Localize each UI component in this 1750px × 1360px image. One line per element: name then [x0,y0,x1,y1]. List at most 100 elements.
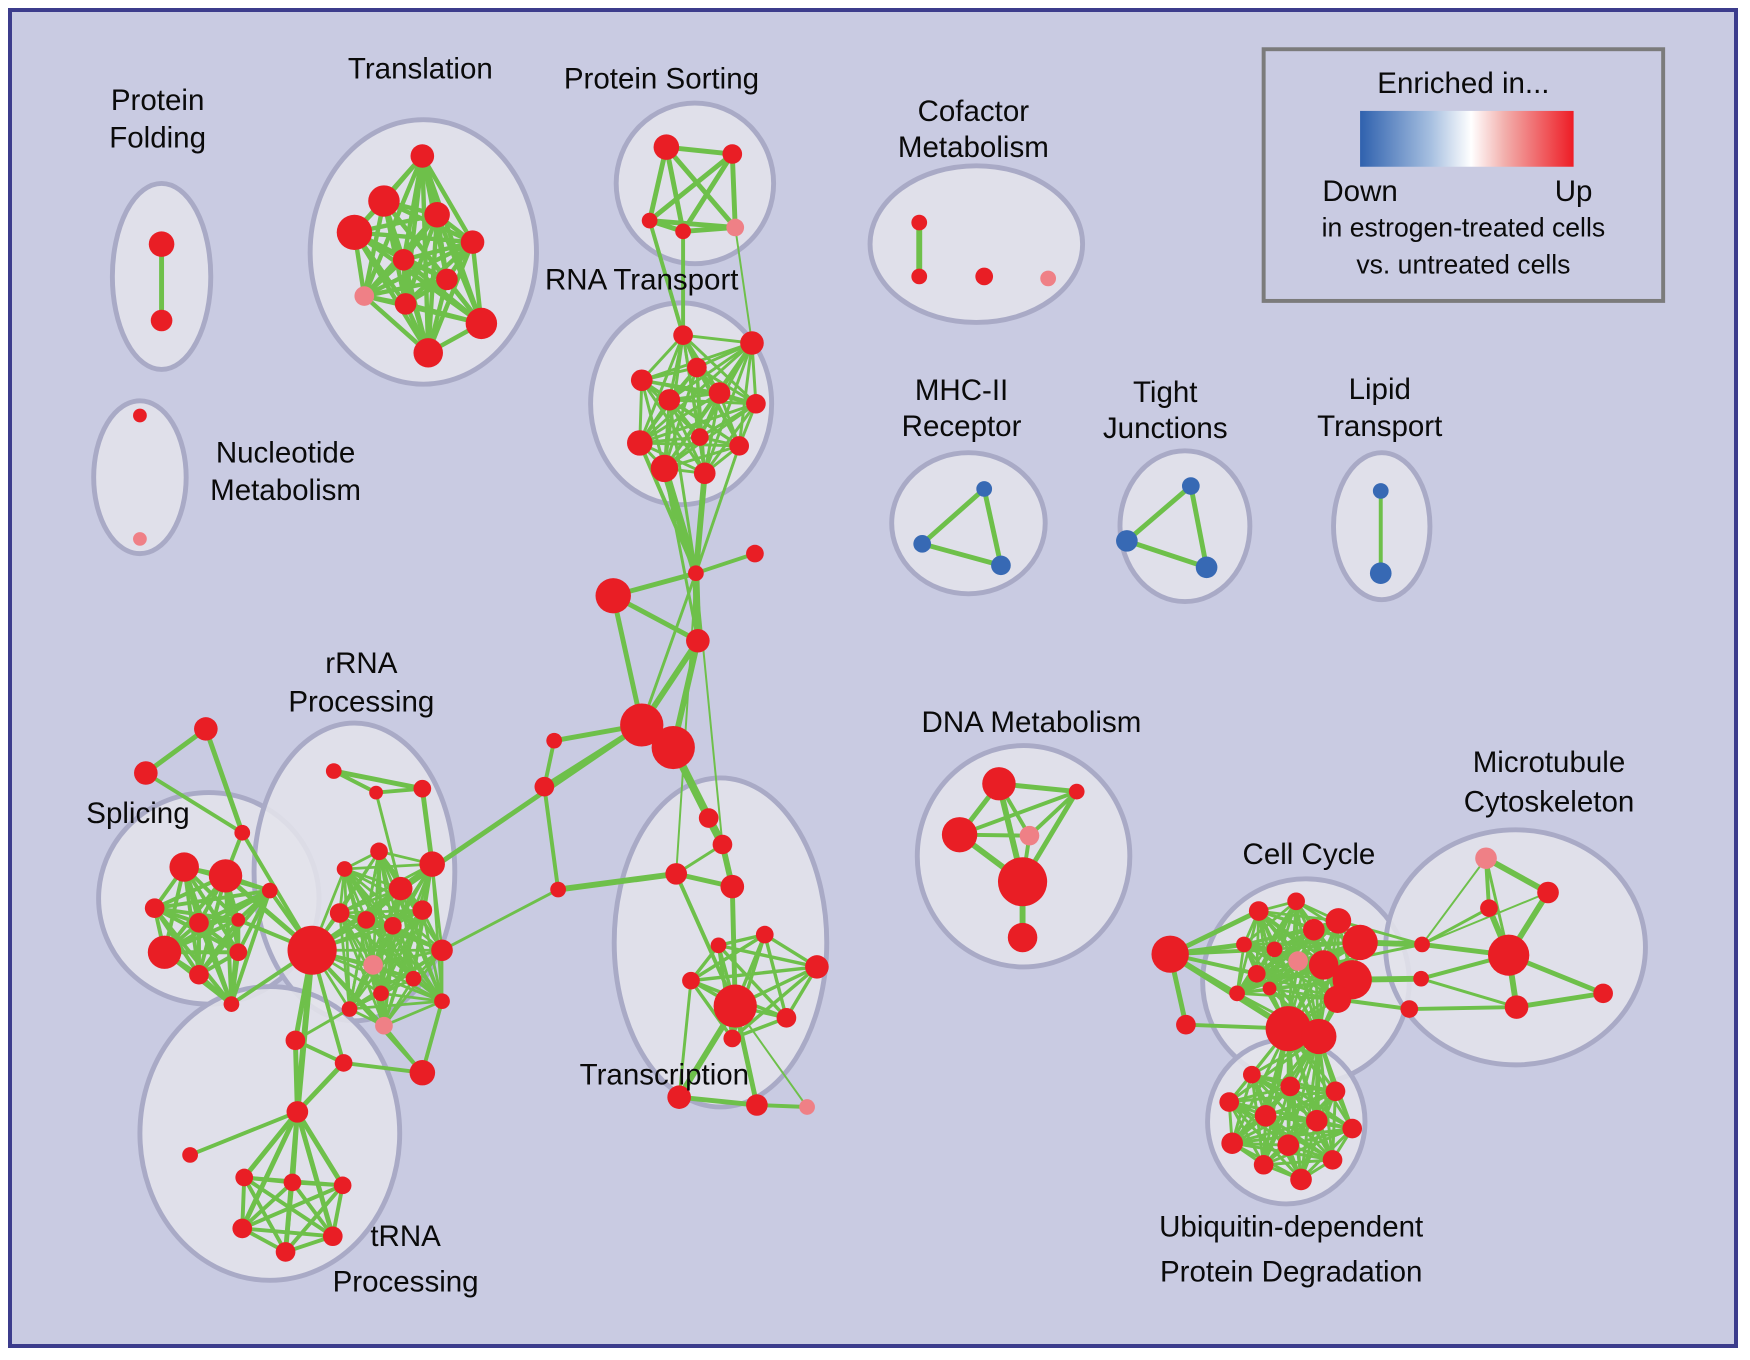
edge-ub4-ub10 [1264,1114,1335,1162]
edge-cc9-mtJ1 [1322,942,1424,967]
label-microtubule-cytoskeleton: Microtubule Cytoskeleton [1464,746,1635,818]
edge-ub1-ub3 [1227,1084,1292,1104]
node-tc1 [712,834,733,855]
node-lt0 [1372,483,1389,499]
label-splicing: Splicing [86,797,189,830]
node-sp9 [223,996,240,1012]
node-ub5 [1305,1109,1328,1132]
node-tc0 [698,808,719,828]
edge-tr2-tr5 [352,230,475,245]
node-tc4 [550,881,566,898]
edge-rt1-rt8 [638,341,754,445]
node-cc12 [1262,981,1277,996]
node-ub0 [1242,1065,1261,1084]
label-protein-folding: Protein Folding [109,84,206,154]
edge-mt4-mt5 [1514,990,1606,1010]
node-mt4 [1593,983,1613,1004]
edge-rt11-cx0 [694,444,741,575]
node-rt3 [630,369,653,392]
node-sp7 [261,882,278,899]
node-ps2 [641,212,658,229]
edge-rr11-rr12 [371,948,444,967]
label-mhc-ii-receptor: MHC-II Receptor [902,374,1022,443]
edge-rt1-rt10 [703,341,754,475]
edge-dm1-dm2 [957,789,1079,837]
edge-rt9-cx3 [662,466,700,643]
node-tj0 [1181,477,1200,495]
edge-tn0-tn2 [241,1109,300,1180]
node-tj1 [1116,530,1138,552]
node-tc12 [667,1085,691,1109]
node-ub4 [1254,1105,1277,1127]
node-tn5 [232,1218,253,1239]
node-dm0 [982,767,1016,801]
label-rrna-processing: rRNA Processing [288,647,434,718]
edge-tj0-tj1 [1124,483,1194,544]
cluster-ellipse-tight-junctions [1117,448,1253,605]
legend-gradient-bar [1360,110,1574,167]
edge-rr1-rr5 [374,791,403,891]
figure-frame: Protein Folding Translation Protein Sorting… [8,8,1738,1348]
node-mh0 [976,481,993,497]
node-tc8 [682,971,700,990]
node-tr9 [465,307,498,340]
edge-cc0-cc16 [1167,951,1292,1032]
legend-down-label: Down [1322,175,1397,208]
label-protein-sorting: Protein Sorting [564,62,759,95]
edge-ps1-ps4 [729,151,738,230]
node-mtJ3 [1400,1000,1419,1018]
edge-rt0-rt8 [638,333,685,445]
node-rr14 [373,985,389,1002]
node-rt10 [693,462,716,485]
edge-dm1-dm3 [1027,789,1079,838]
node-rr0 [325,763,342,779]
node-rr11 [363,955,383,975]
edge-rr14-rr17 [379,991,444,1003]
node-dm3 [1019,825,1040,846]
node-rr7 [329,903,350,923]
edge-tn0-tn4 [294,1109,346,1188]
edge-ps0-ps4 [663,144,738,230]
node-sp8 [229,943,248,962]
label-lipid-transport: Lipid Transport [1317,373,1442,443]
edge-rt0-rt6 [681,333,758,406]
edge-tn3-tn6 [290,1180,335,1239]
node-cf2 [975,267,994,286]
edge-rr12-rr15 [348,948,444,1011]
node-ub1 [1280,1076,1301,1097]
edge-tn0-tn1 [188,1109,300,1157]
node-ub2 [1325,1081,1346,1102]
edge-ub10-cc17 [1317,1034,1335,1162]
node-cx3 [686,629,710,653]
edge-rt1-rt11 [737,341,754,448]
node-mtJ2 [1413,970,1429,987]
cluster-ellipse-cofactor-metabolism [867,163,1086,325]
node-tr8 [394,293,417,315]
edge-cc3-cc6 [1242,899,1298,946]
node-tr10 [413,338,443,368]
node-tc3 [720,874,745,899]
node-rt7 [690,428,709,446]
node-tc10 [776,1008,797,1028]
edge-mt0-mt2 [1483,855,1551,896]
node-ub6 [1342,1118,1363,1139]
node-ub11 [1290,1168,1312,1191]
edge-tc2-tc4 [555,870,680,893]
label-dna-metabolism: DNA Metabolism [922,706,1142,739]
edge-ub5-ub7 [1230,1119,1319,1145]
node-tr7 [354,286,375,306]
node-tj2 [1195,556,1218,579]
node-tc11 [723,1029,742,1048]
label-tight-junctions: Tight Junctions [1103,376,1228,445]
edge-rr19-rr20 [341,1060,425,1075]
node-dm5 [1007,922,1038,953]
node-nm0 [133,408,147,423]
node-rt1 [740,331,764,355]
edge-rr13-rr16 [382,977,415,1028]
node-cc7 [1266,941,1283,958]
edge-tr3-tr9 [434,212,484,326]
edge-mtJ1-mt1 [1420,906,1491,946]
edge-mtJ1-mt2 [1421,891,1550,946]
node-cx6 [546,732,563,749]
node-cc6 [1236,936,1252,953]
